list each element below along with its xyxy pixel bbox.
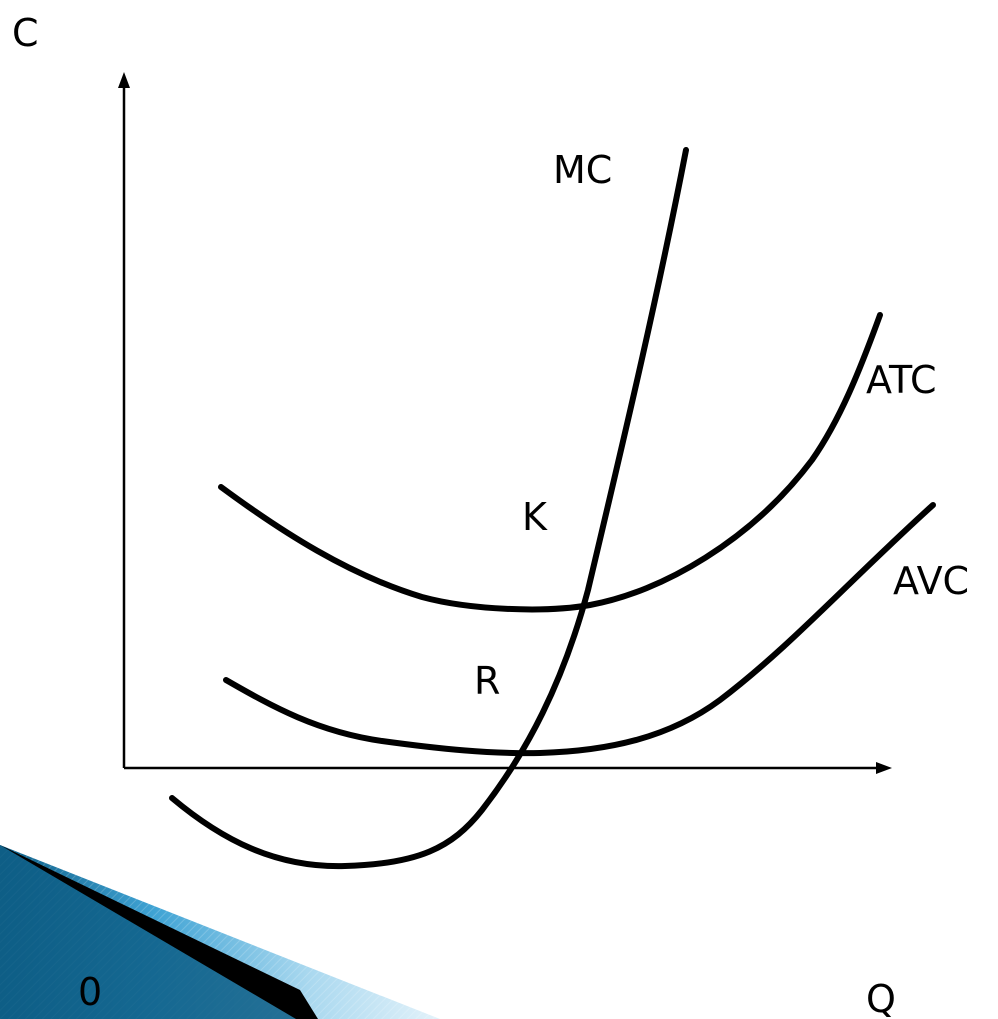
slide-decoration: [0, 845, 440, 1019]
origin-label: 0: [78, 970, 102, 1014]
axes: [118, 72, 892, 774]
series-label-avc: AVC: [893, 559, 969, 603]
curves: [169, 147, 936, 870]
point-label-k: K: [522, 495, 548, 539]
y-axis-arrow: [118, 72, 130, 88]
x-axis-arrow: [876, 762, 892, 774]
mc-curve: [169, 147, 689, 870]
avc-curve: [223, 502, 936, 757]
decoration-ribbon-black: [0, 845, 318, 1019]
point-label-r: R: [474, 659, 500, 703]
series-label-atc: ATC: [866, 358, 937, 402]
x-axis-label: Q: [866, 977, 896, 1019]
series-label-mc: MC: [553, 148, 612, 192]
atc-curve: [218, 312, 883, 613]
y-axis-label: C: [12, 11, 39, 55]
